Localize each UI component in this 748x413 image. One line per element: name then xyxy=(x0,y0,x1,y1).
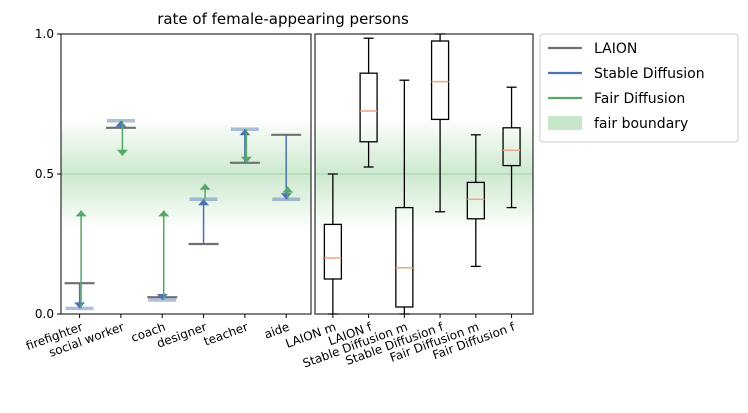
box xyxy=(502,127,521,167)
box xyxy=(395,206,414,308)
occupation-teacher xyxy=(229,127,260,164)
x-tick-label: teacher xyxy=(202,320,250,349)
occupation-coach xyxy=(147,210,178,302)
box-fair-diffusion-m xyxy=(466,134,485,268)
occupation-designer xyxy=(188,183,219,246)
box xyxy=(430,40,450,121)
box-fair-diffusion-f xyxy=(502,86,521,209)
legend-entry-stable-diffusion: Stable Diffusion xyxy=(548,66,705,82)
legend: LAION Stable Diffusion Fair Diffusion fair … xyxy=(539,33,739,143)
y-tick-label: 1.0 xyxy=(35,27,54,41)
sd-arrow-head xyxy=(156,294,168,300)
fd-arrow-head xyxy=(282,186,294,193)
fd-arrow-head xyxy=(240,156,252,163)
chart-title: rate of female-appearing persons xyxy=(157,10,409,28)
box xyxy=(466,181,485,220)
box xyxy=(323,223,343,280)
right-panel-frame xyxy=(314,33,534,315)
sd-arrow-head xyxy=(280,193,292,200)
legend-label: Fair Diffusion xyxy=(594,91,685,107)
occupation-aide xyxy=(271,133,302,201)
legend-label: fair boundary xyxy=(594,116,688,132)
fd-arrow-head xyxy=(75,210,87,217)
legend-frame xyxy=(539,33,739,143)
fd-arrow-head xyxy=(199,183,211,190)
occupation-firefighter xyxy=(64,210,95,311)
fair-band-right xyxy=(315,118,533,230)
fd-arrow-head xyxy=(158,210,170,217)
legend-entry-fair-diffusion: Fair Diffusion xyxy=(548,91,685,107)
legend-label: LAION xyxy=(594,41,637,57)
sd-arrow-head xyxy=(239,129,251,136)
legend-label: Stable Diffusion xyxy=(594,66,705,82)
sd-arrow-head xyxy=(115,120,127,127)
legend-entry-fair-boundary: fair boundary xyxy=(548,116,688,132)
y-tick-label: 0.0 xyxy=(35,307,54,321)
fair-band-left xyxy=(61,118,311,230)
fd-arrow-head xyxy=(116,149,128,156)
box-stable-diffusion-m xyxy=(395,79,414,315)
y-tick-label: 0.5 xyxy=(35,167,54,181)
y-axis: 0.0 0.5 1.0 xyxy=(35,27,61,321)
occupation-social-worker xyxy=(105,119,136,156)
box-laion-f xyxy=(359,37,378,168)
occupation-marks xyxy=(64,119,302,311)
sd-arrow-head xyxy=(198,199,210,206)
sd-arrow-head xyxy=(74,302,86,309)
legend-entry-laion: LAION xyxy=(548,41,637,57)
legend-swatch xyxy=(548,116,582,130)
box xyxy=(359,72,378,143)
